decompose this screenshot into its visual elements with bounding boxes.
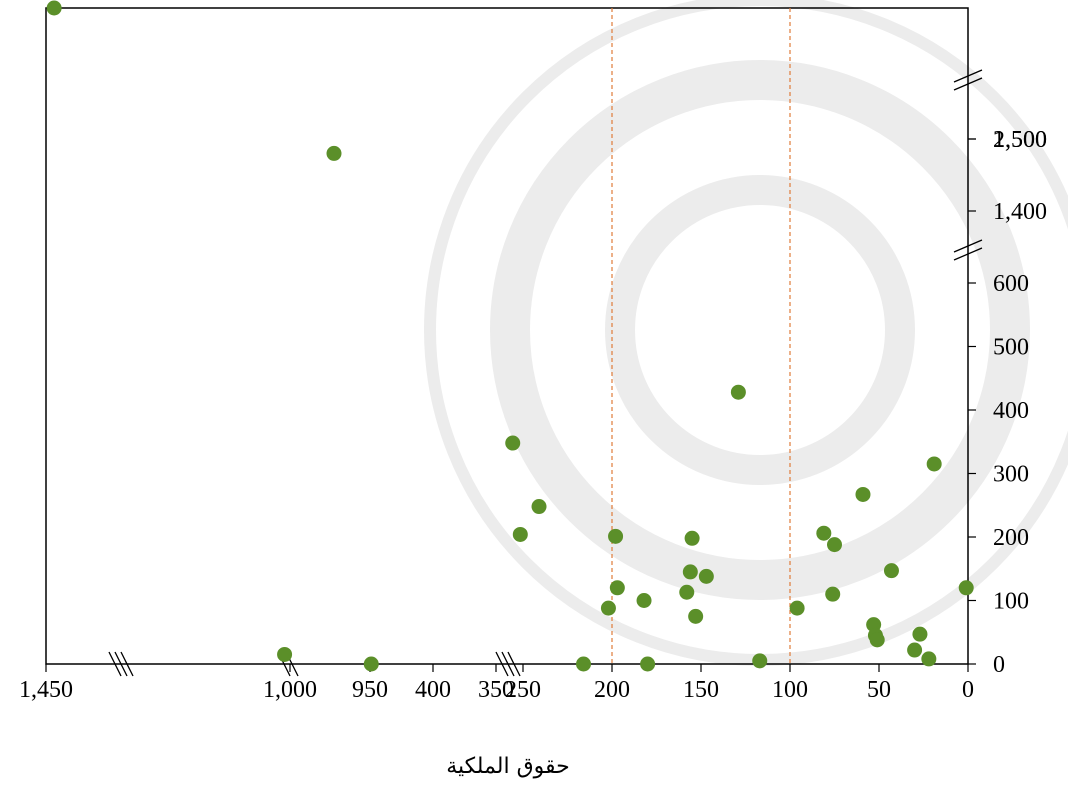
y-tick-label: 500	[993, 335, 1029, 361]
x-axis-break-mark	[495, 651, 509, 677]
data-point	[640, 656, 656, 672]
watermark-emblem	[424, 0, 1068, 666]
data-points	[46, 0, 974, 672]
data-point	[688, 608, 704, 624]
data-point	[827, 537, 842, 553]
x-tick-label: 350	[478, 677, 514, 703]
data-point	[684, 530, 700, 546]
x-tick-label: 1,000	[263, 677, 317, 703]
x-axis-break-mark	[501, 651, 515, 677]
x-tick-label: 100	[772, 677, 808, 703]
data-point	[682, 564, 698, 580]
data-point	[363, 656, 379, 672]
data-point	[608, 528, 624, 544]
x-tick-label: 50	[867, 677, 891, 703]
x-axis-break-mark	[114, 651, 128, 677]
plot-frame	[45, 7, 969, 665]
data-point	[855, 486, 871, 502]
data-point	[609, 580, 625, 596]
y-axis-break-mark	[953, 247, 983, 261]
data-point	[752, 653, 768, 669]
x-tick-label: 150	[683, 677, 719, 703]
data-point	[576, 656, 592, 672]
y-tick-label: 1,400	[993, 199, 1047, 225]
data-point	[816, 525, 832, 541]
data-point	[921, 651, 937, 667]
data-point	[958, 580, 974, 596]
data-point	[512, 526, 528, 542]
y-tick-label: 600	[993, 271, 1029, 297]
data-point	[883, 563, 899, 579]
data-point	[907, 642, 923, 658]
data-point	[46, 0, 62, 16]
y-axis-break-mark	[953, 239, 983, 253]
x-tick-label: 400	[415, 677, 451, 703]
data-point	[926, 456, 942, 472]
reference-lines	[611, 8, 791, 664]
x-axis-title: حقوق الملكية	[446, 754, 570, 779]
data-point	[789, 600, 805, 616]
data-point	[869, 632, 885, 648]
y-tick-label: 1,500	[993, 127, 1047, 153]
x-tick-label: 1,450	[19, 677, 73, 703]
y-tick-label: 400	[993, 398, 1029, 424]
data-point	[277, 646, 293, 662]
x-tick-label: 250	[505, 677, 541, 703]
x-tick-label: 200	[594, 677, 630, 703]
y-tick-label: 200	[993, 525, 1029, 551]
y-tick-label: 100	[993, 589, 1029, 615]
x-axis-break-mark	[507, 651, 521, 677]
y-tick-label: 0	[993, 652, 1005, 678]
data-point	[531, 499, 547, 515]
y-axis-break-mark	[953, 77, 983, 91]
data-point	[600, 600, 616, 616]
x-axis-break-mark	[120, 651, 134, 677]
data-point	[698, 568, 714, 584]
y-tick-label: 300	[993, 462, 1029, 488]
data-point	[505, 435, 521, 451]
x-tick-label: 0	[962, 677, 974, 703]
x-tick-label: 950	[352, 677, 388, 703]
x-axis-break-mark	[108, 651, 122, 677]
data-point	[730, 384, 746, 400]
data-point	[636, 593, 652, 608]
y-axis-break-mark	[953, 69, 983, 83]
data-point	[825, 586, 841, 602]
data-point	[912, 626, 928, 642]
y-tick-label: 2,500	[993, 127, 1047, 153]
data-point	[679, 584, 695, 600]
data-point	[326, 145, 342, 161]
